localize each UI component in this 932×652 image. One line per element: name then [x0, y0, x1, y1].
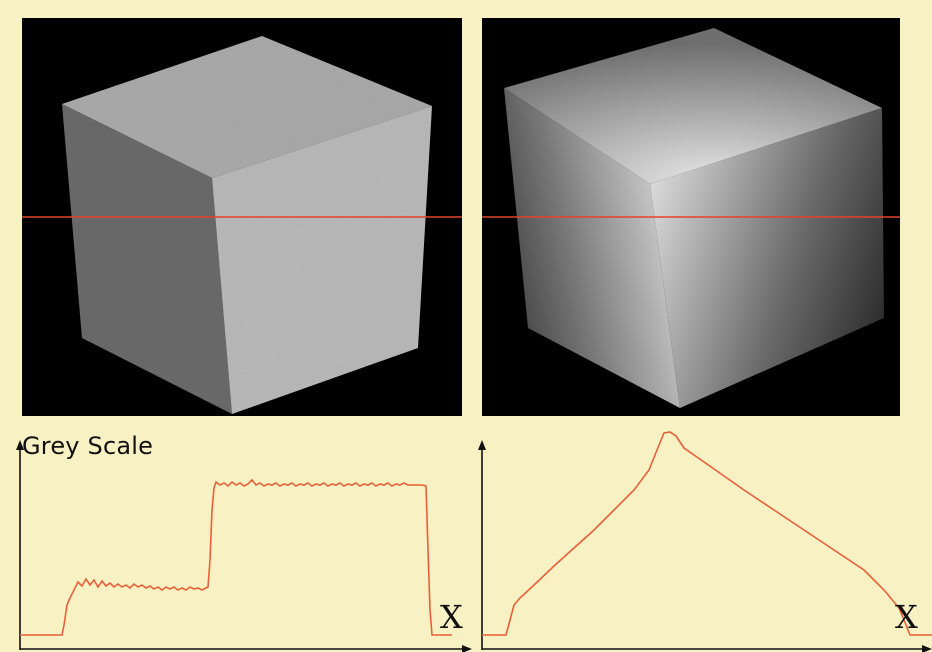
- gradient-shaded-cube-icon: [482, 28, 900, 408]
- flat-shaded-cube-icon: [22, 36, 462, 414]
- grey-profile-right: [482, 431, 932, 636]
- x-axis-label-left: X: [440, 598, 463, 636]
- y-axis-label: Grey Scale: [22, 432, 154, 460]
- right-cube-image: [482, 18, 900, 416]
- x-axis-arrow-right: [922, 645, 932, 652]
- y-axis-arrow-right: [478, 440, 486, 450]
- left-cube-image: [22, 18, 462, 416]
- right-profile-plot: [474, 430, 932, 652]
- x-axis-label-right: X: [895, 598, 918, 636]
- left-profile-plot: [12, 430, 472, 652]
- grey-profile-left: [20, 478, 452, 636]
- y-axis-arrow-left: [16, 440, 24, 450]
- x-axis-arrow-left: [462, 645, 472, 652]
